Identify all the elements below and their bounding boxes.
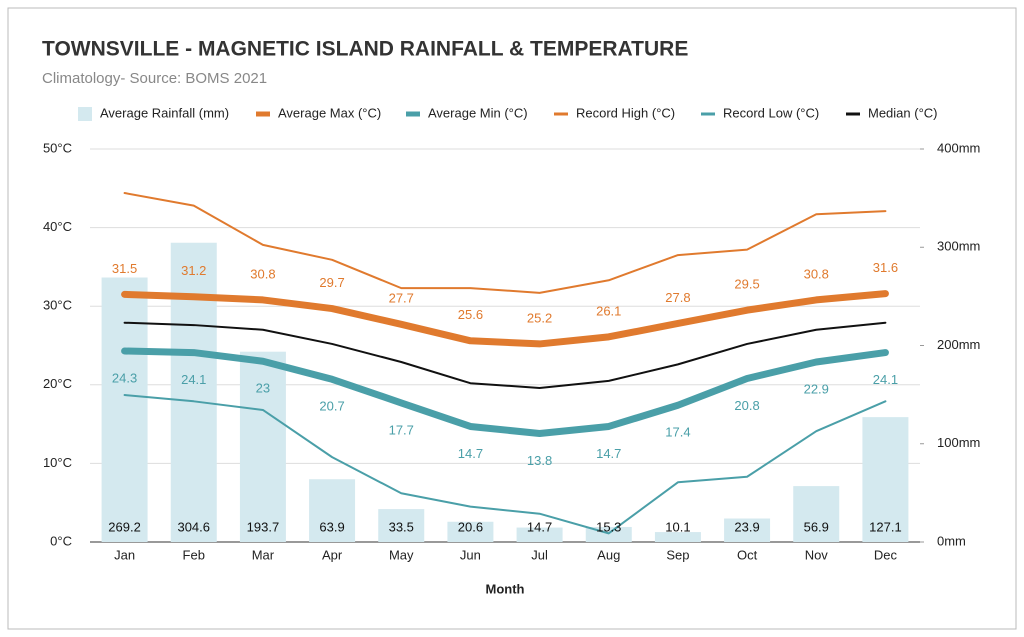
- data-label: 56.9: [804, 519, 829, 534]
- line: [121, 290, 889, 348]
- data-label: 30.8: [250, 266, 275, 281]
- chart-subtitle: Climatology- Source: BOMS 2021: [42, 70, 267, 87]
- y-tick-label: 10°C: [43, 455, 72, 470]
- data-label: 15.3: [596, 519, 621, 534]
- bar: [793, 486, 840, 542]
- x-axis-label: Month: [486, 581, 525, 596]
- bar: [516, 527, 563, 542]
- chart-title: TOWNSVILLE - MAGNETIC ISLAND RAINFALL & …: [42, 38, 688, 61]
- data-label: 22.9: [804, 381, 829, 396]
- bar: [724, 518, 771, 542]
- legend-label: Record Low (°C): [723, 105, 819, 120]
- data-label: 31.5: [112, 261, 137, 276]
- bar: [309, 479, 356, 542]
- data-label: 24.1: [873, 372, 898, 387]
- line: [121, 347, 889, 438]
- x-tick-label: Feb: [183, 547, 205, 562]
- line: [123, 394, 887, 535]
- y2-tick-label: 0mm: [937, 533, 966, 548]
- data-label: 25.6: [458, 307, 483, 322]
- data-label: 20.6: [458, 519, 483, 534]
- bar: [378, 509, 425, 542]
- y-tick-label: 30°C: [43, 298, 72, 313]
- x-tick-label: Mar: [252, 547, 275, 562]
- data-label: 31.6: [873, 260, 898, 275]
- bar: [170, 242, 217, 542]
- data-label: 20.7: [319, 399, 344, 414]
- x-tick-label: Jun: [460, 547, 481, 562]
- x-tick-label: Jul: [531, 547, 548, 562]
- data-label: 24.3: [112, 370, 137, 385]
- y2-tick-label: 100mm: [937, 435, 980, 450]
- data-label: 23.9: [734, 519, 759, 534]
- data-label: 33.5: [389, 519, 414, 534]
- legend-label: Record High (°C): [576, 105, 675, 120]
- data-label: 20.8: [734, 398, 759, 413]
- data-label: 29.5: [734, 277, 759, 292]
- data-label: 30.8: [804, 266, 829, 281]
- data-label: 127.1: [869, 519, 902, 534]
- x-tick-label: Oct: [737, 547, 758, 562]
- legend-swatch: [78, 107, 92, 121]
- data-label: 14.7: [596, 446, 621, 461]
- y-tick-label: 0°C: [50, 533, 72, 548]
- data-label: 25.2: [527, 310, 552, 325]
- y2-tick-label: 200mm: [937, 337, 980, 352]
- data-label: 14.7: [458, 446, 483, 461]
- y2-tick-label: 400mm: [937, 140, 980, 155]
- data-label: 17.7: [389, 422, 414, 437]
- x-tick-label: Aug: [597, 547, 620, 562]
- data-label: 17.4: [665, 425, 690, 440]
- y-tick-label: 20°C: [43, 376, 72, 391]
- x-tick-label: Nov: [805, 547, 829, 562]
- x-tick-label: Jan: [114, 547, 135, 562]
- y-tick-label: 50°C: [43, 140, 72, 155]
- legend-label: Average Rainfall (mm): [100, 105, 229, 120]
- x-tick-label: May: [389, 547, 414, 562]
- data-label: 10.1: [665, 519, 690, 534]
- y2-tick-label: 300mm: [937, 239, 980, 254]
- bar: [447, 521, 494, 542]
- data-label: 193.7: [247, 519, 280, 534]
- data-label: 13.8: [527, 453, 552, 468]
- bar: [101, 277, 148, 542]
- data-label: 27.8: [665, 290, 690, 305]
- data-label: 29.7: [319, 275, 344, 290]
- bar: [654, 532, 701, 542]
- legend-label: Average Max (°C): [278, 105, 381, 120]
- legend-label: Median (°C): [868, 105, 938, 120]
- line: [123, 321, 887, 389]
- bar: [239, 351, 286, 542]
- x-tick-label: Apr: [322, 547, 343, 562]
- data-label: 304.6: [177, 519, 210, 534]
- data-label: 27.7: [389, 291, 414, 306]
- x-tick-label: Sep: [666, 547, 689, 562]
- data-label: 26.1: [596, 303, 621, 318]
- data-label: 24.1: [181, 372, 206, 387]
- data-label: 23: [256, 381, 270, 396]
- y-tick-label: 40°C: [43, 219, 72, 234]
- line: [123, 192, 887, 294]
- bar: [862, 417, 909, 542]
- data-label: 14.7: [527, 519, 552, 534]
- x-tick-label: Dec: [874, 547, 898, 562]
- data-label: 269.2: [108, 519, 141, 534]
- data-label: 31.2: [181, 263, 206, 278]
- data-label: 63.9: [319, 519, 344, 534]
- legend-label: Average Min (°C): [428, 105, 528, 120]
